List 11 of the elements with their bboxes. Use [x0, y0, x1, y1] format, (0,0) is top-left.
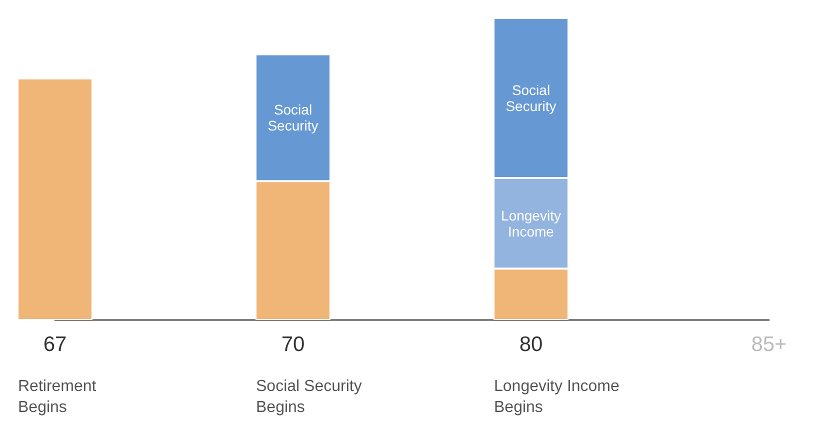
text: Longevity Income Begins — [494, 378, 620, 416]
series-label: Social Security — [268, 102, 318, 134]
text: Social Security — [506, 82, 556, 114]
series-label: Longevity Income — [501, 207, 561, 240]
x-tick-label: 70 — [281, 333, 305, 356]
text: Social Security Begins — [256, 378, 362, 416]
x-tick-label: 85+ — [751, 333, 787, 356]
bar — [18, 78, 92, 320]
text: Retirement Begins — [18, 378, 97, 416]
x-tick-label: 80 — [519, 333, 543, 356]
x-tick-label: 67 — [43, 333, 67, 356]
